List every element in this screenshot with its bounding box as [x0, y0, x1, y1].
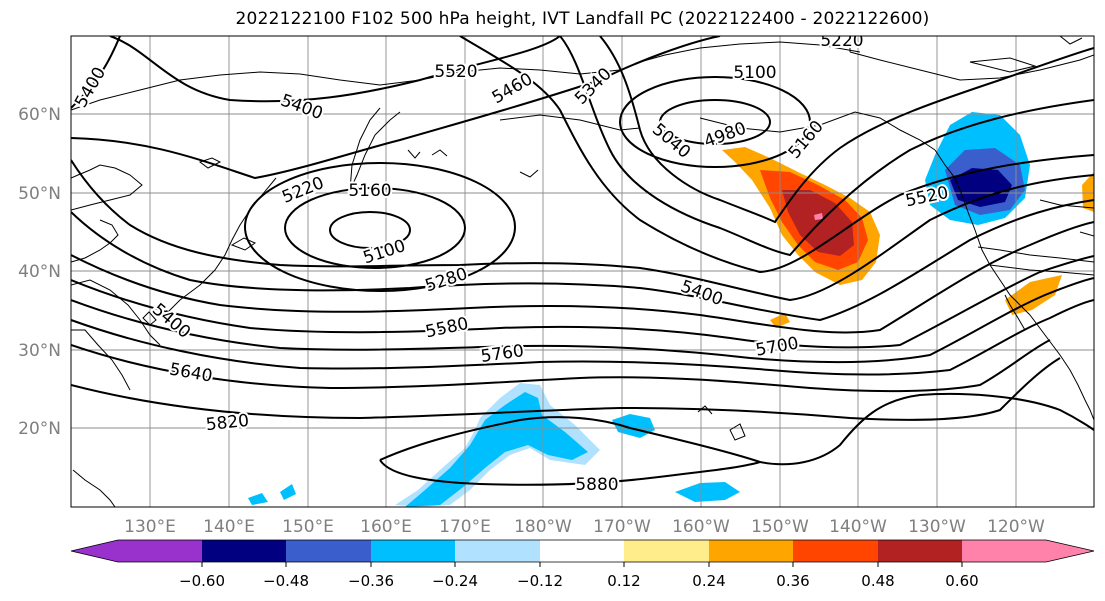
colorbar-segment — [962, 540, 1046, 562]
colorbar-tick-label: −0.12 — [517, 572, 563, 590]
lon-label: 130°E — [124, 517, 176, 537]
colorbar-segment — [624, 540, 709, 562]
colorbar-segment — [286, 540, 371, 562]
contour-label: 5820 — [205, 411, 250, 435]
lon-label: 170°W — [593, 517, 651, 537]
colorbar-segment — [540, 540, 624, 562]
lon-label: 160°W — [672, 517, 730, 537]
colorbar-tick-label: −0.48 — [263, 572, 309, 590]
colorbar-tick-label: 0.48 — [861, 572, 894, 590]
lat-label-30n: 30°N — [18, 341, 61, 361]
colorbar-segment — [455, 540, 540, 562]
height-contours — [71, 36, 1094, 486]
colorbar — [70, 539, 1095, 567]
lat-label-50n: 50°N — [18, 184, 61, 204]
lon-label: 180°W — [514, 517, 572, 537]
latitude-labels: 60°N 50°N 40°N 30°N 20°N — [18, 105, 61, 439]
colorbar-tick-label: −0.36 — [348, 572, 394, 590]
lat-label-40n: 40°N — [18, 262, 61, 282]
colorbar-tick-label: 0.12 — [607, 572, 640, 590]
lon-label: 160°E — [360, 517, 412, 537]
colorbar-tick-label: 0.60 — [945, 572, 978, 590]
colorbar-segment — [709, 540, 793, 562]
colorbar-tick-label: −0.24 — [432, 572, 478, 590]
lon-label: 150°W — [751, 517, 809, 537]
contour-label: 5760 — [479, 341, 525, 367]
colorbar-tick-label: −0.60 — [179, 572, 225, 590]
lon-label: 170°E — [439, 517, 491, 537]
lat-label-20n: 20°N — [18, 419, 61, 439]
contour-label: 5160 — [348, 181, 391, 201]
colorbar-extend-min — [71, 540, 118, 562]
colorbar-segment — [793, 540, 878, 562]
colorbar-tick-labels: −0.60 −0.48 −0.36 −0.24 −0.12 0.12 0.24 … — [179, 572, 979, 590]
contour-label: 5100 — [733, 63, 776, 83]
colorbar-extend-max — [1046, 540, 1094, 562]
colorbar-tick-label: 0.36 — [776, 572, 809, 590]
graticule — [71, 36, 1094, 507]
colorbar-outline — [70, 539, 1095, 563]
lon-label: 140°W — [829, 517, 887, 537]
map-area: 5400 5520 5460 5340 5100 5220 5400 4980 … — [71, 31, 1094, 507]
colorbar-segment — [878, 540, 962, 562]
lon-label: 140°E — [203, 517, 255, 537]
map-frame — [70, 35, 1095, 508]
colorbar-segment — [202, 540, 286, 562]
lat-label-60n: 60°N — [18, 105, 61, 125]
contour-label: 5880 — [575, 475, 618, 495]
contour-label: 5520 — [434, 62, 477, 82]
lon-label: 130°W — [908, 517, 966, 537]
contour-label: 5220 — [820, 31, 863, 51]
colorbar-segment — [371, 540, 455, 562]
lon-label: 150°E — [282, 517, 334, 537]
longitude-labels: 130°E 140°E 150°E 160°E 170°E 180°W 170°… — [124, 517, 1045, 537]
colorbar-tick-label: 0.24 — [692, 572, 725, 590]
negative-anomaly-coast — [925, 112, 1030, 225]
lon-label: 120°W — [987, 517, 1045, 537]
colorbar-segment — [118, 540, 202, 562]
map-title: 2022122100 F102 500 hPa height, IVT Land… — [235, 9, 930, 29]
